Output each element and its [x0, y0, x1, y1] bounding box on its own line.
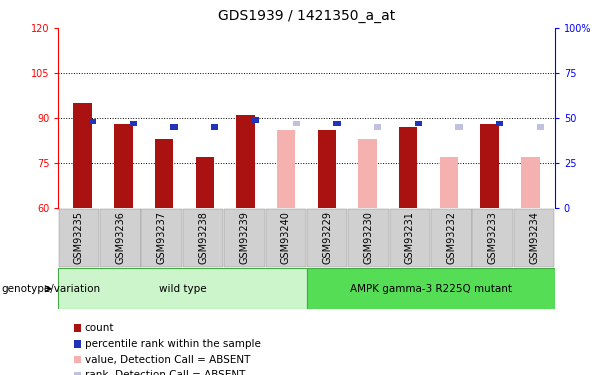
- Text: GSM93238: GSM93238: [198, 211, 208, 264]
- Bar: [74, 340, 81, 348]
- Bar: [170, 124, 178, 130]
- Bar: [183, 209, 223, 267]
- Bar: [252, 117, 259, 123]
- Text: GSM93231: GSM93231: [405, 211, 415, 264]
- Bar: [399, 127, 417, 208]
- Bar: [59, 209, 99, 267]
- Bar: [307, 209, 348, 267]
- Bar: [431, 209, 471, 267]
- Text: GSM93230: GSM93230: [364, 211, 373, 264]
- Text: genotype/variation: genotype/variation: [1, 284, 101, 294]
- Bar: [496, 121, 503, 126]
- Bar: [114, 124, 132, 208]
- Bar: [89, 119, 96, 124]
- Bar: [306, 268, 555, 309]
- Bar: [414, 121, 422, 126]
- Text: GSM93240: GSM93240: [281, 211, 291, 264]
- Text: GSM93234: GSM93234: [529, 211, 539, 264]
- Bar: [74, 324, 81, 332]
- Bar: [359, 139, 377, 208]
- Bar: [142, 209, 182, 267]
- Bar: [521, 157, 539, 208]
- Bar: [537, 124, 544, 130]
- Text: GSM93233: GSM93233: [488, 211, 498, 264]
- Bar: [74, 372, 81, 375]
- Text: GSM93239: GSM93239: [240, 211, 249, 264]
- Text: rank, Detection Call = ABSENT: rank, Detection Call = ABSENT: [85, 370, 245, 375]
- Bar: [333, 121, 341, 126]
- Bar: [74, 103, 92, 208]
- Text: AMPK gamma-3 R225Q mutant: AMPK gamma-3 R225Q mutant: [349, 284, 512, 294]
- Bar: [74, 356, 81, 363]
- Bar: [481, 124, 499, 208]
- Bar: [196, 157, 214, 208]
- Text: GSM93235: GSM93235: [74, 211, 84, 264]
- Text: GSM93229: GSM93229: [322, 211, 332, 264]
- Bar: [236, 115, 254, 208]
- Bar: [455, 124, 463, 130]
- Bar: [292, 121, 300, 126]
- Bar: [155, 139, 173, 208]
- Text: GDS1939 / 1421350_a_at: GDS1939 / 1421350_a_at: [218, 9, 395, 23]
- Bar: [473, 209, 513, 267]
- Bar: [514, 209, 554, 267]
- Bar: [318, 130, 336, 208]
- Bar: [224, 209, 265, 267]
- Bar: [211, 124, 218, 130]
- Text: wild type: wild type: [159, 284, 206, 294]
- Text: percentile rank within the sample: percentile rank within the sample: [85, 339, 261, 349]
- Bar: [390, 209, 430, 267]
- Bar: [100, 209, 140, 267]
- Text: count: count: [85, 323, 114, 333]
- Bar: [265, 209, 306, 267]
- Text: GSM93237: GSM93237: [157, 211, 167, 264]
- Bar: [374, 124, 381, 130]
- Bar: [277, 130, 295, 208]
- Text: value, Detection Call = ABSENT: value, Detection Call = ABSENT: [85, 355, 250, 364]
- Bar: [348, 209, 389, 267]
- Bar: [130, 121, 137, 126]
- Bar: [440, 157, 458, 208]
- Text: GSM93232: GSM93232: [446, 211, 456, 264]
- Bar: [58, 268, 306, 309]
- Text: GSM93236: GSM93236: [115, 211, 125, 264]
